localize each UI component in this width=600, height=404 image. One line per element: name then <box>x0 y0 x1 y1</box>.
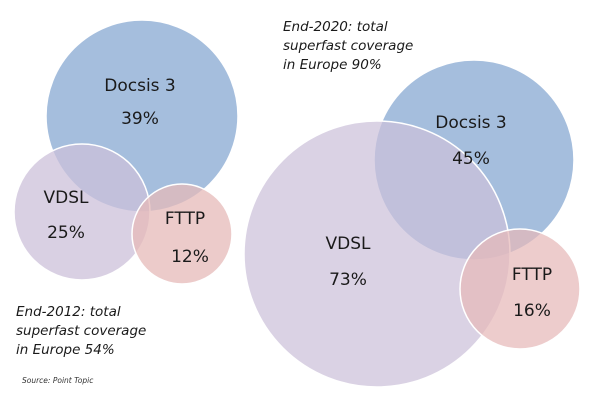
caption-2020: End-2020: total superfast coverage in Eu… <box>283 18 413 75</box>
label-2020-vdsl-name: VDSL <box>326 234 372 254</box>
label-2012-fttp-name: FTTP <box>165 209 205 229</box>
label-2012-vdsl-value: 25% <box>47 223 85 243</box>
label-2012-fttp-value: 12% <box>171 247 209 267</box>
caption-2012-line: in Europe 54% <box>16 342 115 358</box>
caption-2012-line: superfast coverage <box>16 323 147 339</box>
caption-2012: End-2012: total superfast coverage in Eu… <box>16 303 146 360</box>
source-note: Source: Point Topic <box>22 376 94 385</box>
caption-2020-line: superfast coverage <box>283 38 414 54</box>
caption-2020-line: End-2020: total <box>283 19 388 35</box>
venn-2020: Docsis 3 45% VDSL 73% FTTP 16% <box>243 59 581 388</box>
label-2020-vdsl-value: 73% <box>329 270 367 290</box>
label-2020-docsis-value: 45% <box>452 149 490 169</box>
venn-2012: Docsis 3 39% VDSL 25% FTTP 12% <box>13 19 239 285</box>
label-2012-docsis-value: 39% <box>121 109 159 129</box>
caption-2020-line: in Europe 90% <box>283 57 382 73</box>
label-2012-docsis-name: Docsis 3 <box>104 76 176 96</box>
label-2020-fttp-name: FTTP <box>512 265 552 285</box>
label-2020-docsis-name: Docsis 3 <box>435 113 507 133</box>
label-2020-fttp-value: 16% <box>513 301 551 321</box>
circle-2012-fttp <box>131 183 233 285</box>
caption-2012-line: End-2012: total <box>16 304 121 320</box>
label-2012-vdsl-name: VDSL <box>44 188 90 208</box>
circle-2020-fttp <box>459 228 581 350</box>
circle-2012-vdsl <box>13 143 151 281</box>
